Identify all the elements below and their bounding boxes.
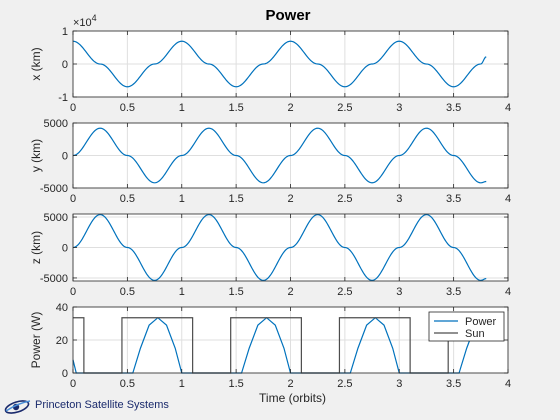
y-tick-label: 0 (62, 243, 68, 255)
figure-title: Power (265, 7, 310, 24)
x-tick-label: 0.5 (120, 102, 135, 114)
x-tick-label: 3 (396, 286, 402, 298)
y-tick-label: -1 (58, 92, 68, 104)
series-line (72, 127, 487, 184)
x-tick-label: 0 (70, 193, 76, 205)
x-tick-label: 3 (396, 193, 402, 205)
x-tick-label: 2 (287, 193, 293, 205)
x-tick-label: 4 (505, 378, 511, 390)
x-tick-label: 2.5 (337, 102, 352, 114)
x-tick-label: 2 (287, 102, 293, 114)
y-tick-label: 0 (62, 59, 68, 71)
y-axis-label: y (km) (29, 139, 43, 172)
y-tick-label: 0 (62, 368, 68, 380)
x-tick-label: 1.5 (228, 378, 243, 390)
orbit-logo-icon (4, 400, 31, 414)
y-tick-label: 20 (56, 335, 68, 347)
y-axis-label: z (km) (29, 231, 43, 264)
x-tick-label: 2.5 (337, 286, 352, 298)
x-tick-label: 1.5 (228, 102, 243, 114)
x-tick-label: 0 (70, 102, 76, 114)
legend-label-power: Power (465, 316, 497, 328)
x-tick-label: 3.5 (446, 286, 461, 298)
x-tick-label: 3.5 (446, 378, 461, 390)
princeton-logo: Princeton Satellite Systems (4, 394, 169, 416)
x-tick-label: 3.5 (446, 193, 461, 205)
y-tick-label: -5000 (40, 273, 68, 285)
logo-text: Princeton Satellite Systems (35, 399, 169, 411)
y-axis-label: x (km) (29, 47, 43, 80)
y-tick-label: 40 (56, 302, 68, 314)
x-axis-label: Time (orbits) (259, 391, 326, 405)
x-tick-label: 1.5 (228, 193, 243, 205)
y-tick-label: 0 (62, 151, 68, 163)
y-exponent-label: ×104 (73, 13, 97, 29)
y-axis-label: Power (W) (29, 312, 43, 369)
x-tick-label: 1 (179, 378, 185, 390)
x-tick-label: 1.5 (228, 286, 243, 298)
x-tick-label: 4 (505, 193, 511, 205)
x-tick-label: 0.5 (120, 193, 135, 205)
x-tick-label: 0.5 (120, 378, 135, 390)
x-tick-label: 4 (505, 102, 511, 114)
x-tick-label: 3 (396, 102, 402, 114)
x-tick-label: 4 (505, 286, 511, 298)
x-tick-label: 0 (70, 378, 76, 390)
y-tick-label: 5000 (44, 118, 68, 130)
x-tick-label: 3 (396, 378, 402, 390)
x-tick-label: 2 (287, 286, 293, 298)
y-exponent-value: 4 (92, 13, 97, 23)
y-tick-label: 5000 (44, 212, 68, 224)
x-tick-label: 2 (287, 378, 293, 390)
x-tick-label: 3.5 (446, 102, 461, 114)
legend-label-sun: Sun (465, 328, 485, 340)
x-tick-label: 0.5 (120, 286, 135, 298)
x-tick-label: 2.5 (337, 378, 352, 390)
x-tick-label: 1 (179, 102, 185, 114)
x-tick-label: 0 (70, 286, 76, 298)
series-line (72, 40, 487, 88)
y-tick-label: 1 (62, 26, 68, 38)
y-tick-label: -5000 (40, 183, 68, 195)
x-tick-label: 1 (179, 286, 185, 298)
legend-box (428, 311, 505, 342)
x-tick-label: 1 (179, 193, 185, 205)
x-tick-label: 2.5 (337, 193, 352, 205)
series-line (72, 214, 487, 281)
